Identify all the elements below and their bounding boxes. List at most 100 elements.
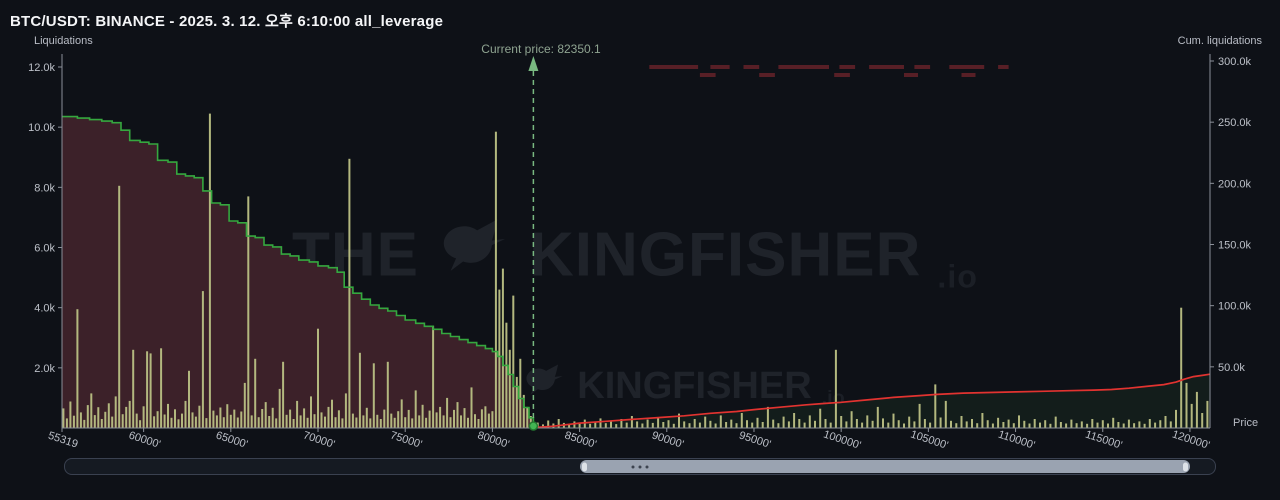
liquidation-bar [1138, 421, 1141, 428]
right-axis-title: Cum. liquidations [1177, 35, 1262, 47]
liquidation-bar [798, 419, 801, 428]
liquidation-bar [69, 401, 72, 428]
x-tick-label: 60000' [127, 429, 162, 451]
liquidation-bar [494, 131, 497, 428]
liquidation-bar [243, 382, 246, 428]
liquidation-bar [515, 376, 518, 428]
heat-dash [998, 65, 1009, 69]
liquidation-bar [903, 423, 905, 428]
liquidation-bar [104, 411, 107, 428]
heat-dash [961, 73, 976, 77]
liquidation-bar [897, 420, 900, 428]
liquidation-bar [918, 403, 921, 428]
x-tick-label: 95000' [738, 429, 773, 451]
current-price-label: Current price: 82350.1 [481, 42, 601, 56]
left-tick-label: 10.0k [28, 122, 55, 134]
liquidation-bar [208, 113, 211, 428]
liquidation-bar [222, 417, 225, 428]
liquidation-bar [971, 419, 973, 428]
liquidation-bar [414, 390, 417, 428]
liquidation-bar [93, 415, 96, 428]
liquidation-bar [620, 419, 623, 428]
liquidation-bar [1107, 423, 1109, 428]
liquidation-bar [240, 411, 243, 428]
liquidation-bar [866, 415, 869, 428]
liquidation-bar [1059, 422, 1062, 428]
liquidation-bar [751, 422, 754, 428]
liquidation-bar [599, 418, 602, 428]
range-slider-track[interactable] [64, 458, 1216, 475]
liquidation-bar [411, 418, 414, 428]
liquidation-bar [615, 424, 618, 428]
left-tick-label: 12.0k [28, 62, 55, 74]
slider-grip-icon[interactable] [631, 465, 649, 468]
liquidation-bar [425, 417, 428, 428]
liquidation-bar [1190, 403, 1193, 428]
liquidation-bar [693, 419, 696, 428]
liquidation-bar [787, 421, 790, 428]
liquidation-bar [1044, 420, 1047, 428]
liquidation-bar [939, 417, 942, 428]
liquidation-bar [282, 361, 285, 428]
liquidation-bar [923, 419, 926, 428]
liquidation-bar [491, 411, 494, 428]
liquidation-bar [1039, 422, 1041, 428]
liquidation-bar [446, 397, 449, 428]
liquidation-bar [390, 413, 393, 428]
liquidation-bar [257, 417, 260, 428]
liquidation-bar [362, 415, 365, 428]
x-tick-label: 105000' [909, 428, 950, 451]
liquidation-bar [568, 424, 571, 428]
liquidation-bar [829, 422, 832, 428]
x-tick-label: 115000' [1084, 429, 1124, 452]
slider-right-handle[interactable] [1182, 462, 1188, 471]
liquidation-bar [882, 418, 884, 428]
x-tick-label: 80000' [476, 429, 511, 451]
liquidation-bar [667, 420, 670, 428]
left-tick-label: 8.0k [34, 182, 55, 194]
liquidation-bar [1018, 415, 1020, 428]
liquidation-bar [1175, 409, 1177, 428]
liquidation-bar [62, 408, 65, 428]
liquidation-bar [393, 417, 396, 428]
liquidation-bar [672, 423, 675, 428]
liquidation-bar [348, 158, 351, 429]
liquidation-bar [369, 418, 372, 428]
liquidation-bar [1143, 423, 1146, 428]
liquidation-bar [421, 404, 424, 428]
liquidation-bar [651, 422, 654, 428]
liquidation-bar [79, 412, 82, 428]
liquidation-bar [1080, 421, 1083, 428]
heat-dash [710, 65, 730, 69]
slider-left-handle[interactable] [582, 462, 588, 471]
x-tick-label: 90000' [650, 429, 685, 451]
liquidation-bar [1180, 307, 1183, 428]
liquidation-bar [944, 400, 947, 428]
liquidation-bar [1201, 413, 1204, 428]
liquidation-bar [981, 413, 984, 428]
liquidation-bar [908, 416, 911, 428]
liquidation-bar [233, 409, 236, 428]
right-tick-label: 50.0k [1218, 362, 1245, 374]
liquidation-bar [167, 403, 169, 428]
right-tick-label: 250.0k [1218, 117, 1252, 129]
liquidation-bar [698, 422, 701, 428]
liquidation-bar [855, 419, 858, 428]
liquidation-bar [630, 416, 633, 428]
liquidation-bar [254, 358, 257, 428]
liquidation-bar [397, 411, 400, 428]
liquidation-bar [296, 400, 299, 428]
liquidation-bar [264, 402, 267, 428]
liquidation-bar [337, 410, 340, 428]
liquidation-bar [65, 418, 68, 428]
range-slider-window[interactable] [580, 460, 1190, 473]
liquidation-bar [72, 415, 75, 428]
liquidation-bar [557, 419, 560, 428]
liquidation-bar [657, 417, 660, 428]
liquidation-bar [376, 414, 379, 428]
liquidation-bar [1148, 419, 1151, 428]
liquidation-bar [740, 413, 743, 428]
liquidation-bar [986, 420, 989, 428]
liquidation-bar [501, 268, 504, 428]
